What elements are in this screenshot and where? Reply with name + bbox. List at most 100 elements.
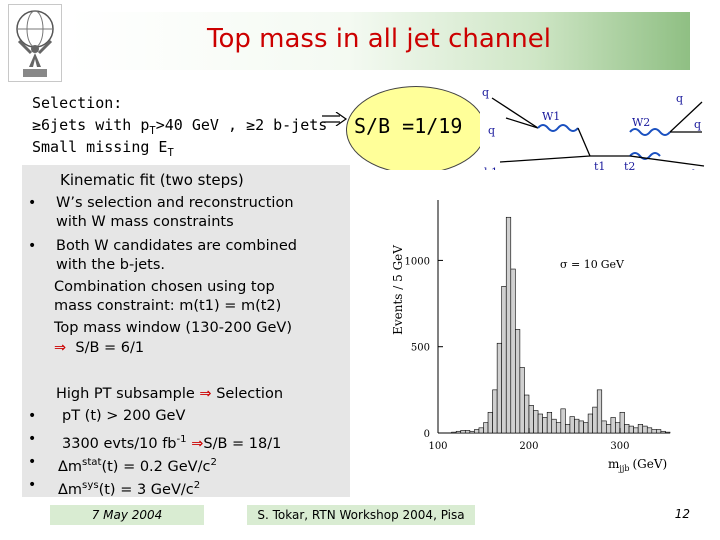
y-tick-label: 500 xyxy=(411,343,430,354)
histogram-bar xyxy=(555,422,562,434)
atlas-figure-icon xyxy=(16,10,54,77)
quark-label: q xyxy=(482,86,489,99)
histogram-bar xyxy=(601,420,607,434)
histogram-bar xyxy=(501,285,507,434)
bullet-icon: • xyxy=(28,477,37,493)
stat-error-line: Δmstat(t) = 0.2 GeV/c2 xyxy=(58,457,217,475)
selection-heading: Selection: xyxy=(32,94,123,112)
histogram-bar xyxy=(651,429,657,434)
histogram-bar xyxy=(633,427,639,434)
sigma-annotation: σ = 10 GeV xyxy=(560,258,625,271)
t2-label: t2 xyxy=(624,160,635,173)
histogram-bar xyxy=(656,429,662,434)
histogram-svg: 0 500 1000 100 200 300 Events / 5 GeV σ = 10… xyxy=(391,200,671,473)
histogram-bar xyxy=(637,424,644,434)
bullet-icon: • xyxy=(28,454,37,470)
histogram-bar xyxy=(592,406,598,434)
quark-label: q xyxy=(676,92,683,105)
top-mass-window: Top mass window (130-200 GeV) xyxy=(54,320,293,336)
bullet-icon: • xyxy=(28,408,37,424)
histogram-bar xyxy=(519,367,525,434)
histogram-bar xyxy=(628,425,634,434)
combination-line1: Combination chosen using top xyxy=(54,279,275,295)
bullet-icon: • xyxy=(28,431,37,447)
y-tick-label: 1000 xyxy=(405,256,430,267)
histogram-bar xyxy=(460,430,466,434)
histogram-bar xyxy=(610,417,616,434)
histogram-bar xyxy=(587,413,593,434)
histogram-bar xyxy=(455,430,462,434)
histogram-bar xyxy=(624,424,630,434)
feynman-diagram: q q W1 W2 q q t1 t2 b1 b2 xyxy=(480,84,712,182)
histogram-bar xyxy=(606,424,612,434)
events-line: 3300 evts/10 fb-1 ⇒S/B = 18/1 xyxy=(62,434,282,452)
histogram-bar xyxy=(665,431,671,434)
footer-date: 7 May 2004 xyxy=(50,505,204,525)
slide-title: Top mass in all jet channel xyxy=(207,24,551,54)
histogram-bar xyxy=(496,342,502,434)
histogram-bar xyxy=(546,411,553,434)
signal-background-ratio: S/B =1/19 xyxy=(354,114,463,138)
histogram-bar xyxy=(583,422,589,434)
histogram-bar xyxy=(615,422,621,434)
histogram-bar xyxy=(574,418,580,434)
histogram-bar xyxy=(537,413,543,434)
y-axis-label: Events / 5 GeV xyxy=(391,245,405,335)
w1-label: W1 xyxy=(542,110,560,123)
bullet1-line2: with W mass constraints xyxy=(56,214,234,230)
y-tick-label: 0 xyxy=(424,429,430,440)
histogram-bar xyxy=(565,424,571,434)
selection-jets-line: ≥6jets with pT>40 GeV , ≥2 b-jets xyxy=(32,116,328,137)
kinematic-fit-heading: Kinematic fit (two steps) xyxy=(60,171,244,189)
histogram-bar xyxy=(474,429,480,434)
window-sb-line: ⇒ S/B = 6/1 xyxy=(54,340,145,356)
t1-label: t1 xyxy=(594,160,605,173)
page-number: 12 xyxy=(674,507,690,521)
bullet2-line2: with the b-jets. xyxy=(56,257,166,273)
implies-arrow-icon: ⇒ xyxy=(199,386,212,402)
histogram-bar xyxy=(464,430,471,434)
histogram-bar xyxy=(660,430,666,434)
quark-label: q xyxy=(488,124,495,137)
x-tick-label: 200 xyxy=(519,441,538,452)
histogram-bar xyxy=(551,418,557,434)
signal-background-ellipse xyxy=(346,86,486,174)
histogram-bar xyxy=(569,416,575,434)
pt-cut-line: pT (t) > 200 GeV xyxy=(62,408,186,424)
bullet1-line1: W’s selection and reconstruction xyxy=(56,195,294,211)
histogram-bar xyxy=(487,411,493,434)
histogram-bar xyxy=(596,389,603,434)
histogram-bar xyxy=(451,431,457,434)
kinematic-fit-panel: Kinematic fit (two steps) • W’s selectio… xyxy=(22,165,350,498)
histogram-bar xyxy=(542,417,548,434)
w2-label: W2 xyxy=(632,116,650,129)
histogram-bar xyxy=(533,410,539,434)
sys-error-line: Δmsys(t) = 3 GeV/c2 xyxy=(58,480,201,498)
histogram-bar xyxy=(578,420,584,434)
x-tick-label: 300 xyxy=(610,441,629,452)
histogram-bar xyxy=(515,329,521,434)
histogram-bar xyxy=(560,408,566,434)
x-tick-label: 100 xyxy=(428,441,447,452)
histogram-bar xyxy=(478,427,484,434)
mass-histogram: 0 500 1000 100 200 300 Events / 5 GeV σ = 10… xyxy=(380,170,714,488)
histogram-bar xyxy=(469,430,475,434)
title-bar: Top mass in all jet channel xyxy=(68,12,690,70)
histogram-bar xyxy=(510,268,516,434)
atlas-logo xyxy=(8,4,62,82)
histogram-bar xyxy=(528,405,534,434)
implies-arrow-icon: ⇒ xyxy=(54,340,67,356)
histogram-bar xyxy=(524,394,530,434)
subsample-line: High PT subsample ⇒ Selection xyxy=(56,386,284,402)
histogram-bar xyxy=(492,389,498,434)
histogram-bar xyxy=(642,425,648,434)
footer-event: S. Tokar, RTN Workshop 2004, Pisa xyxy=(247,505,475,525)
bullet2-line1: Both W candidates are combined xyxy=(56,238,297,254)
histogram-bar xyxy=(483,422,489,434)
combination-line2: mass constraint: m(t1) = m(t2) xyxy=(54,298,282,314)
bullet-icon: • xyxy=(28,238,37,254)
quark-label: q xyxy=(694,118,701,131)
implies-arrow-icon xyxy=(322,112,348,126)
implies-arrow-icon: ⇒ xyxy=(191,435,204,452)
histogram-bar xyxy=(619,411,625,434)
